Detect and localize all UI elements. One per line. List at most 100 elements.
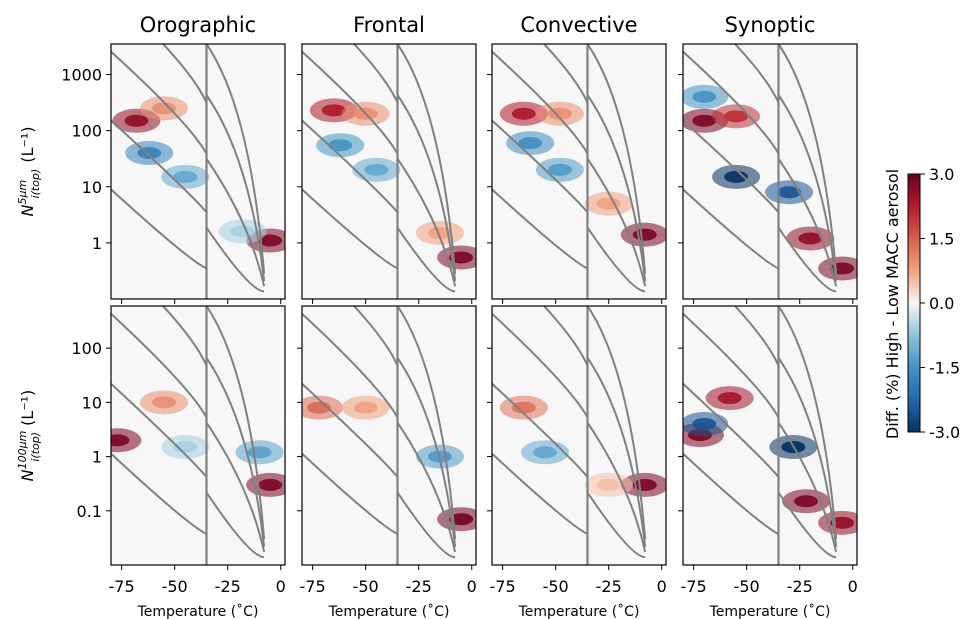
- reference-curve: [161, 44, 208, 104]
- reference-curve: [302, 119, 399, 213]
- heatmap-feature-core: [427, 227, 452, 240]
- reference-curve: [396, 421, 457, 553]
- reference-curve: [683, 188, 779, 270]
- x-axis-label: Temperature (˚C): [328, 603, 450, 619]
- reference-curve: [777, 44, 838, 274]
- panel-r0-synoptic: [678, 43, 858, 304]
- reference-curve: [205, 491, 265, 559]
- y-tick-label: 100: [71, 122, 102, 141]
- heatmap-features: [302, 306, 476, 565]
- reference-curve: [777, 94, 838, 282]
- heatmap-feature-core: [547, 163, 572, 176]
- y-axis-label: N5μmi(top) (L⁻¹): [16, 126, 42, 216]
- x-tick-label: -75: [681, 577, 707, 596]
- x-tick-label: 0: [467, 577, 477, 596]
- heatmap-feature-core: [511, 107, 536, 120]
- panel-title: Synoptic: [725, 13, 816, 37]
- reference-curve: [683, 382, 780, 478]
- reference-curve: [683, 50, 780, 155]
- reference-curve: [492, 382, 589, 478]
- panel-r1-synoptic: [678, 305, 858, 570]
- heatmap-features: [492, 306, 666, 565]
- reference-curve: [586, 94, 647, 282]
- panel-frame: [110, 43, 286, 300]
- reference-curve: [492, 313, 589, 418]
- colorbar-tick-label: 3.0: [929, 165, 954, 184]
- x-tick-label: -50: [734, 577, 760, 596]
- y-label-sup: 100μm: [16, 431, 29, 470]
- panel-r0-frontal: [297, 43, 477, 304]
- panel-title: Orographic: [140, 13, 256, 37]
- heatmap-feature-core: [717, 392, 742, 405]
- panel-r1-convective: [487, 305, 667, 570]
- panel-r1-orographic: [106, 305, 286, 570]
- panel-title: Convective: [520, 13, 637, 37]
- heatmap-features: [302, 44, 476, 299]
- heatmap-feature-core: [518, 137, 543, 150]
- heatmap-feature-core: [258, 478, 283, 491]
- panel-frame: [491, 305, 667, 566]
- colorbar-tick-label: 0.0: [929, 294, 954, 313]
- reference-curve: [586, 306, 647, 540]
- heatmap-feature-core: [353, 401, 378, 414]
- heatmap-feature-core: [449, 513, 474, 526]
- reference-curve: [396, 158, 457, 287]
- reference-curve: [683, 119, 780, 213]
- heatmap-feature-core: [724, 110, 749, 123]
- heatmap-feature-core: [724, 170, 749, 183]
- x-tick-label: 0: [848, 577, 858, 596]
- x-tick-label: -75: [490, 577, 516, 596]
- heatmap-feature-core: [533, 446, 558, 459]
- reference-curve: [542, 306, 589, 366]
- panel-frame: [682, 305, 858, 566]
- heatmap-feature-core: [173, 170, 198, 183]
- y-tick-label: 1: [92, 234, 102, 253]
- panel-background: [492, 306, 666, 565]
- reference-curve: [111, 313, 208, 418]
- reference-curve: [352, 44, 399, 104]
- colorbar: 3.0 1.5 0.0 -1.5 -3.0 Diff. (%) High - Low M…: [883, 165, 960, 442]
- heatmap-features: [683, 44, 857, 299]
- heatmap-feature-core: [596, 197, 621, 210]
- heatmap-feature-core: [247, 446, 272, 459]
- panel-r0-orographic: [106, 43, 286, 304]
- reference-curve: [302, 313, 399, 418]
- x-tick-label: -25: [787, 577, 813, 596]
- panel-frame: [301, 305, 477, 566]
- y-tick-label: 100: [71, 339, 102, 358]
- reference-curve: [733, 44, 780, 104]
- reference-curve: [205, 227, 265, 293]
- reference-curve: [111, 452, 207, 535]
- y-tick-label: 0.1: [77, 502, 102, 521]
- panel-frame: [491, 43, 667, 300]
- x-tick-label: -25: [406, 577, 432, 596]
- reference-curve: [205, 306, 266, 540]
- panel-r0-convective: [487, 43, 667, 304]
- reference-curve: [492, 50, 589, 155]
- heatmap-features: [111, 44, 285, 299]
- heatmap-feature-core: [321, 104, 346, 117]
- y-axis-label: N100μmi(top) (L⁻¹): [16, 390, 42, 482]
- panel-frame: [682, 43, 858, 300]
- heatmap-feature-core: [230, 225, 255, 238]
- heatmap-feature-core: [328, 139, 353, 152]
- x-tick-label: -75: [300, 577, 326, 596]
- reference-curve: [396, 94, 457, 282]
- heatmap-feature-core: [124, 114, 149, 127]
- reference-curve: [396, 306, 457, 540]
- reference-curve: [205, 357, 266, 547]
- reference-curve: [542, 44, 589, 104]
- reference-curve: [396, 491, 456, 559]
- y-tick-label: 10: [82, 178, 102, 197]
- heatmap-features: [683, 306, 857, 565]
- y-label-sub: i(top): [29, 432, 42, 462]
- reference-curve: [777, 491, 837, 559]
- heatmap-feature-core: [692, 417, 717, 430]
- reference-curve: [352, 306, 399, 366]
- heatmap-feature-core: [830, 516, 855, 529]
- reference-curve: [683, 313, 780, 418]
- x-axis-label: Temperature (˚C): [518, 603, 640, 619]
- reference-curve: [492, 452, 588, 535]
- reference-curve: [586, 44, 647, 274]
